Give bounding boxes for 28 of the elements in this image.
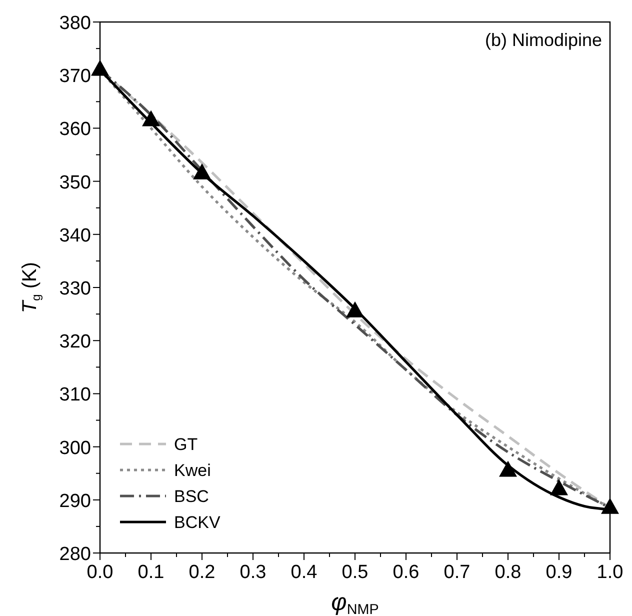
y-tick-label: 340 xyxy=(59,225,91,246)
x-tick-label: 0.8 xyxy=(494,562,522,583)
x-tick-label: 0.1 xyxy=(138,562,164,583)
x-tick-label: 0.9 xyxy=(546,562,572,583)
y-tick-label: 380 xyxy=(59,13,91,34)
x-tick-label: 0.0 xyxy=(86,562,114,583)
x-tick-label: 0.5 xyxy=(342,562,368,583)
chart-title: (b) Nimodipine xyxy=(484,30,602,50)
y-tick-label: 280 xyxy=(59,544,91,565)
y-tick-label: 290 xyxy=(59,490,91,512)
x-tick-label: 0.7 xyxy=(444,562,470,583)
x-axis-title: φ$_{NMP}$ xyxy=(331,589,379,616)
y-tick-label: 300 xyxy=(59,438,91,459)
y-tick-label: 370 xyxy=(59,66,91,88)
x-tick-label: 0.4 xyxy=(290,562,318,583)
x-tick-label: 0.2 xyxy=(188,562,216,583)
legend-label: Kwei xyxy=(174,461,211,480)
legend-label: GT xyxy=(174,435,198,454)
legend-label: BCKV xyxy=(174,513,221,532)
y-tick-label: 310 xyxy=(59,384,91,406)
y-tick-label: 350 xyxy=(59,172,91,194)
x-tick-label: 1.0 xyxy=(596,562,624,583)
y-tick-label: 360 xyxy=(59,119,91,140)
x-tick-label: 0.6 xyxy=(392,562,420,583)
legend-label: BSC xyxy=(174,487,209,506)
x-tick-label: 0.3 xyxy=(240,562,266,583)
y-tick-label: 330 xyxy=(59,278,91,300)
y-tick-label: 320 xyxy=(59,332,91,353)
